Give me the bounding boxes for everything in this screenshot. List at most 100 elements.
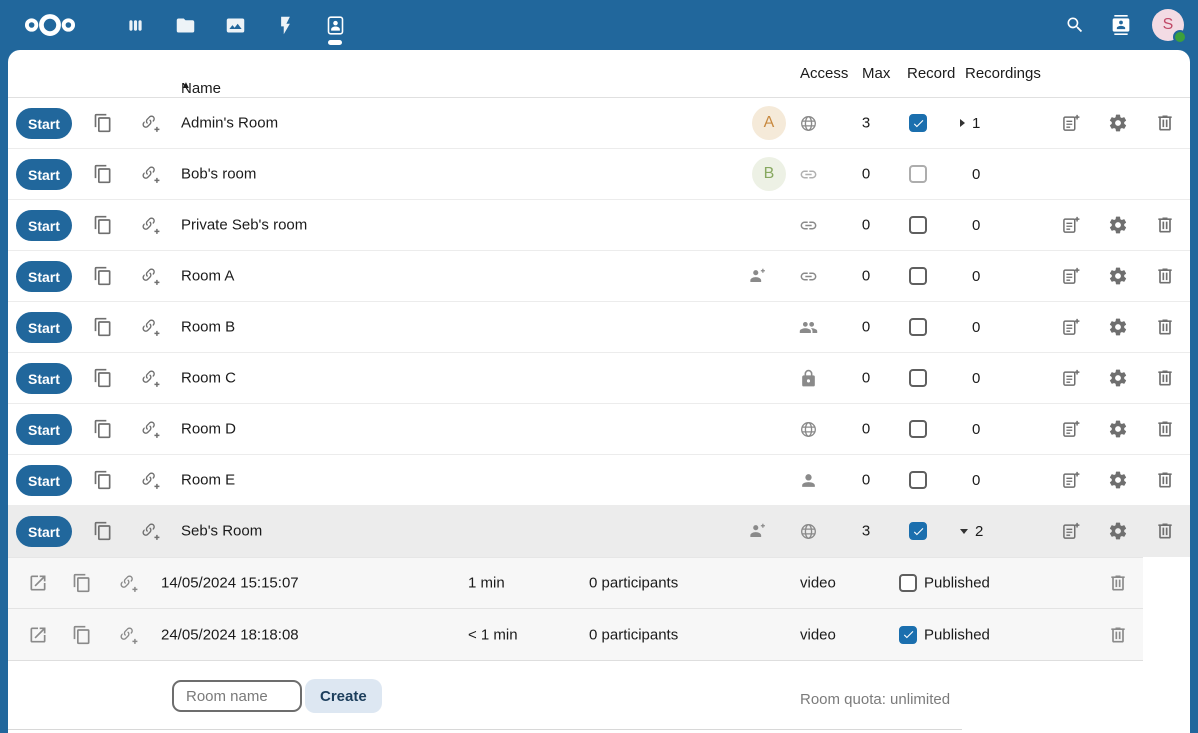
recordings-toggle[interactable]: 0 [960,404,980,454]
delete-recording-icon[interactable] [1107,624,1129,646]
recordings-toggle[interactable]: 0 [960,455,980,505]
copy-room-link-icon[interactable] [92,418,114,440]
edit-room-icon[interactable] [1060,265,1082,287]
recordings-toggle[interactable]: 0 [960,200,980,250]
record-checkbox[interactable] [909,165,927,183]
published-checkbox[interactable] [899,574,917,592]
open-recording-icon[interactable] [27,572,49,594]
delete-recording-icon[interactable] [1107,572,1129,594]
edit-room-icon[interactable] [1060,418,1082,440]
copy-room-link-icon[interactable] [92,214,114,236]
link-plus-icon[interactable] [139,469,161,491]
contacts-icon[interactable] [1098,0,1144,50]
edit-room-icon[interactable] [1060,520,1082,542]
record-checkbox[interactable] [909,369,927,387]
room-name[interactable]: Room C [181,369,237,387]
record-checkbox[interactable] [909,216,927,234]
room-name[interactable]: Admin's Room [181,114,279,132]
start-button[interactable]: Start [16,363,72,394]
room-settings-icon[interactable] [1107,418,1129,440]
room-settings-icon[interactable] [1107,520,1129,542]
files-icon[interactable] [160,0,210,50]
room-name[interactable]: Bob's room [181,165,257,183]
delete-room-icon[interactable] [1154,214,1176,236]
link-plus-icon[interactable] [139,418,161,440]
delete-room-icon[interactable] [1154,520,1176,542]
record-checkbox[interactable] [909,522,927,540]
recordings-toggle[interactable]: 0 [960,353,980,403]
room-settings-icon[interactable] [1107,367,1129,389]
copy-room-link-icon[interactable] [92,265,114,287]
start-button[interactable]: Start [16,210,72,241]
delete-room-icon[interactable] [1154,265,1176,287]
recordings-toggle[interactable]: 0 [960,251,980,301]
user-avatar[interactable]: S [1152,9,1187,44]
delete-room-icon[interactable] [1154,367,1176,389]
edit-room-icon[interactable] [1060,367,1082,389]
room-name[interactable]: Private Seb's room [181,216,308,234]
recordings-toggle[interactable]: 0 [960,302,980,352]
meeting-rooms-app-icon[interactable] [310,0,360,50]
edit-room-icon[interactable] [1060,112,1082,134]
record-checkbox[interactable] [909,420,927,438]
edit-room-icon[interactable] [1060,214,1082,236]
edit-room-icon[interactable] [1060,469,1082,491]
link-plus-icon[interactable] [139,265,161,287]
start-button[interactable]: Start [16,108,72,139]
room-settings-icon[interactable] [1107,214,1129,236]
room-name[interactable]: Room E [181,471,236,489]
room-name[interactable]: Room B [181,318,236,336]
edit-room-icon[interactable] [1060,316,1082,338]
link-plus-icon[interactable] [117,624,139,646]
copy-recording-link-icon[interactable] [71,624,93,646]
start-button[interactable]: Start [16,516,72,547]
link-plus-icon[interactable] [117,572,139,594]
room-settings-icon[interactable] [1107,316,1129,338]
room-name[interactable]: Room D [181,420,237,438]
photos-icon[interactable] [210,0,260,50]
delete-room-icon[interactable] [1154,469,1176,491]
published-checkbox[interactable] [899,625,917,644]
copy-room-link-icon[interactable] [92,520,114,542]
link-plus-icon[interactable] [139,112,161,134]
copy-room-link-icon[interactable] [92,367,114,389]
link-plus-icon[interactable] [139,214,161,236]
recordings-toggle[interactable]: 0 [960,149,980,199]
record-checkbox[interactable] [909,267,927,285]
recordings-toggle[interactable]: 1 [960,98,980,148]
copy-room-link-icon[interactable] [92,112,114,134]
link-plus-icon[interactable] [139,367,161,389]
nextcloud-logo[interactable] [22,11,78,39]
recording-participants: 0 participants [589,626,679,643]
copy-room-link-icon[interactable] [92,316,114,338]
start-button[interactable]: Start [16,465,72,496]
room-settings-icon[interactable] [1107,469,1129,491]
start-button[interactable]: Start [16,159,72,190]
delete-room-icon[interactable] [1154,112,1176,134]
activity-icon[interactable] [260,0,310,50]
start-button[interactable]: Start [16,261,72,292]
start-button[interactable]: Start [16,414,72,445]
copy-recording-link-icon[interactable] [71,572,93,594]
start-button[interactable]: Start [16,312,72,343]
open-recording-icon[interactable] [27,624,49,646]
room-settings-icon[interactable] [1107,265,1129,287]
delete-room-icon[interactable] [1154,316,1176,338]
room-name[interactable]: Seb's Room [181,522,263,540]
link-plus-icon[interactable] [139,520,161,542]
record-checkbox[interactable] [909,318,927,336]
create-room-button[interactable]: Create [305,679,382,713]
recordings-toggle[interactable]: 2 [960,506,983,556]
room-name-input[interactable] [172,680,302,712]
link-plus-icon[interactable] [139,316,161,338]
link-plus-icon[interactable] [139,163,161,185]
room-name[interactable]: Room A [181,267,235,285]
delete-room-icon[interactable] [1154,418,1176,440]
room-settings-icon[interactable] [1107,112,1129,134]
dashboard-icon[interactable] [110,0,160,50]
record-checkbox[interactable] [909,471,927,489]
search-icon[interactable] [1052,0,1098,50]
copy-room-link-icon[interactable] [92,469,114,491]
record-checkbox[interactable] [909,114,927,132]
copy-room-link-icon[interactable] [92,163,114,185]
